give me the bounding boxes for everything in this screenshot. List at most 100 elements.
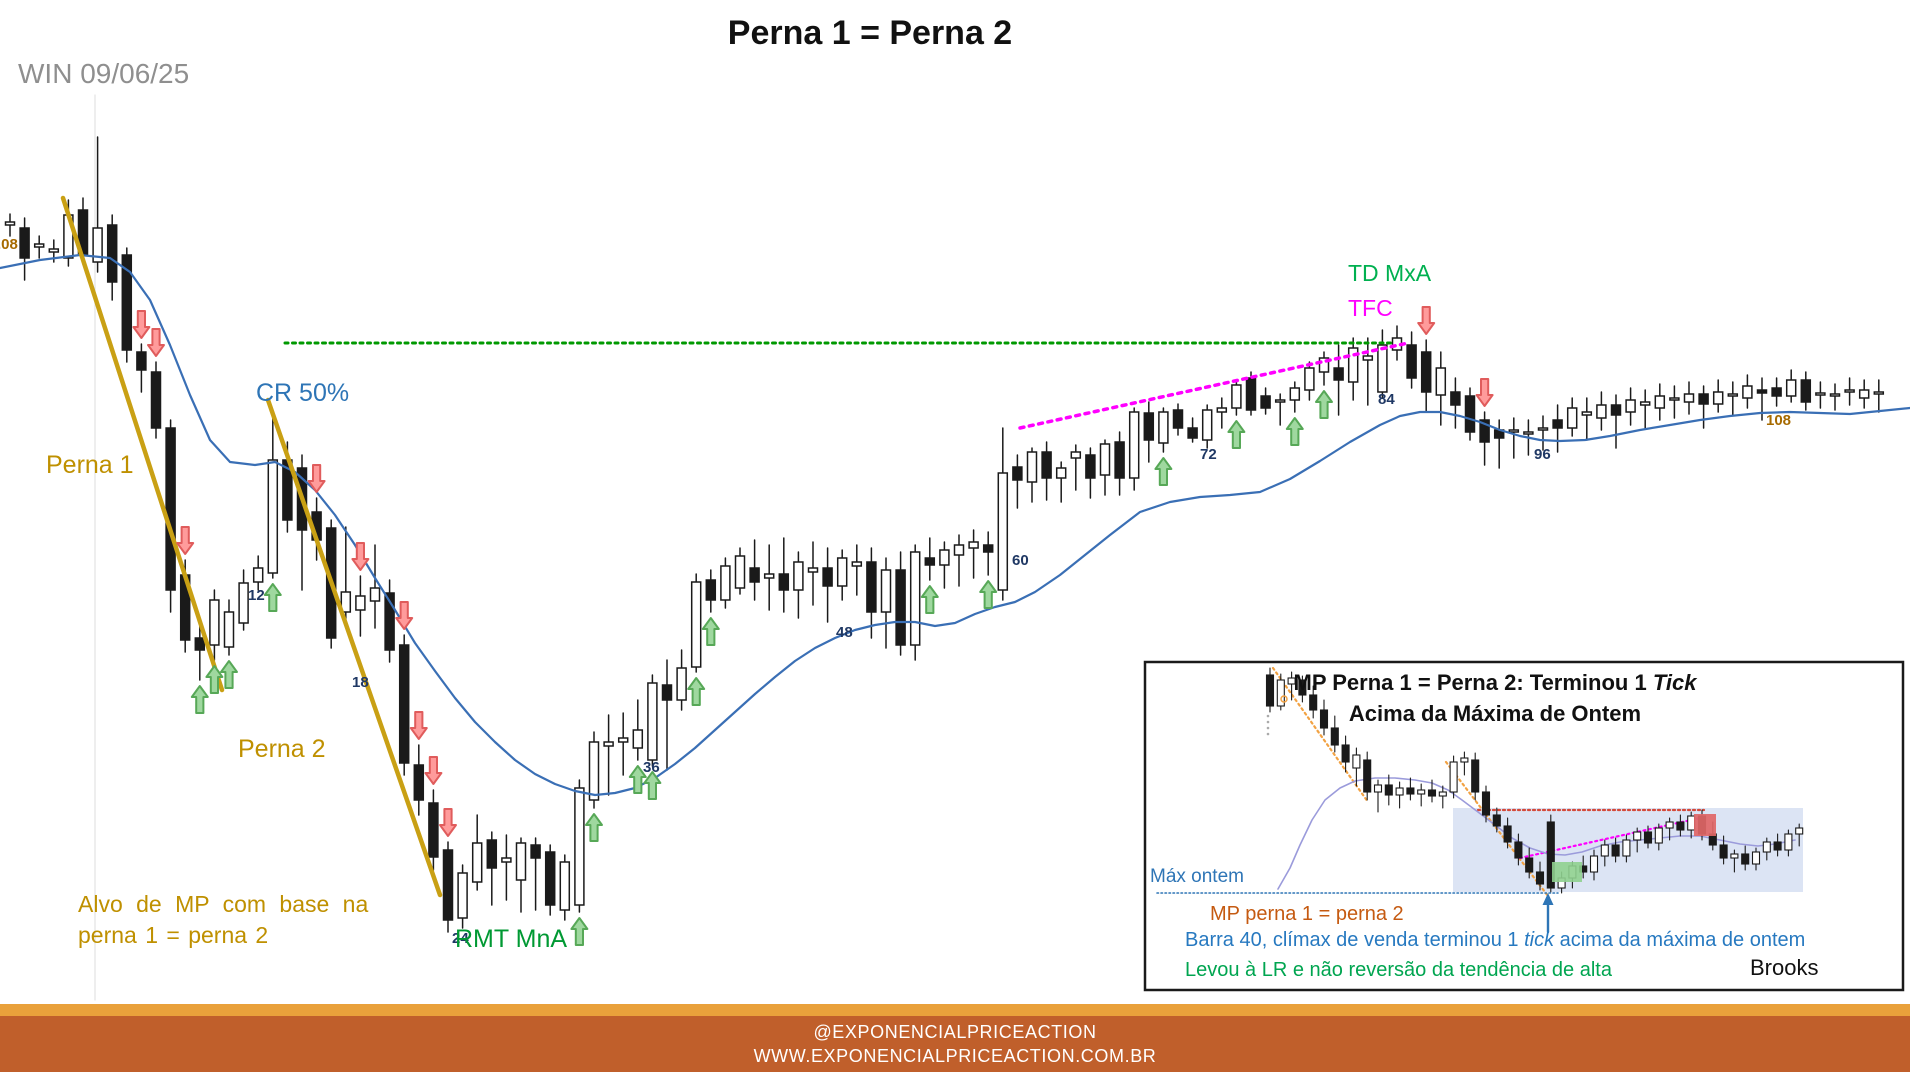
candle-body — [676, 667, 687, 701]
candle — [1026, 447, 1038, 503]
candle — [1581, 397, 1593, 441]
candle — [1800, 371, 1812, 411]
candle-body — [1844, 389, 1855, 393]
candle-body — [982, 544, 994, 553]
candle — [1287, 671, 1296, 701]
candle-body — [1319, 709, 1329, 729]
inset-red-highlight — [1694, 814, 1716, 836]
candle — [647, 674, 658, 767]
candle-body — [165, 427, 176, 591]
candle-body — [1727, 393, 1739, 397]
candle-body — [632, 729, 644, 749]
candle-body — [734, 555, 746, 589]
candle — [413, 744, 425, 816]
buy-signal-arrow-icon — [628, 765, 647, 794]
candle-body — [471, 842, 483, 883]
candle-body — [413, 764, 425, 801]
candle-body — [1795, 827, 1804, 835]
candle — [997, 427, 1009, 601]
candle — [1158, 407, 1169, 453]
candle-body — [1406, 787, 1415, 795]
candle-body — [1449, 761, 1458, 793]
candle — [1333, 344, 1344, 416]
main-candles — [4, 136, 1885, 933]
candle-body — [48, 248, 60, 253]
inset-label-brooks: Brooks — [1750, 955, 1819, 980]
candle-body — [997, 472, 1009, 591]
bar-number-label: 108 — [1766, 412, 1791, 429]
candle — [603, 714, 614, 796]
page-title: Perna 1 = Perna 2 — [727, 14, 1013, 52]
candle-body — [1420, 351, 1432, 393]
footer-website-url: WWW.EXPONENCIALPRICEACTION.COM.BR — [753, 1045, 1157, 1066]
candle — [1546, 814, 1555, 893]
candle-body — [793, 561, 804, 591]
candle-body — [4, 221, 16, 226]
tfc-trend-dotted-line — [1018, 341, 1410, 430]
candle-body — [544, 851, 556, 906]
buy-signal-arrow-icon — [585, 813, 603, 842]
candle — [252, 555, 264, 591]
candle — [909, 544, 921, 661]
sell-signal-arrow-icon — [176, 526, 195, 555]
sell-signal-arrow-icon — [424, 756, 443, 785]
candle — [1639, 389, 1651, 429]
candle — [136, 343, 147, 393]
inset-title-line1: MP Perna 1 = Perna 2: Terminou 1 Tick — [1145, 670, 1845, 696]
candle — [1304, 361, 1315, 401]
candle-body — [1450, 391, 1461, 406]
candle — [1318, 351, 1330, 386]
candle-body — [588, 741, 600, 801]
candle — [822, 547, 833, 623]
candle — [1231, 379, 1242, 416]
candle-body — [705, 579, 717, 601]
candle-body — [384, 592, 395, 651]
candle — [1683, 381, 1695, 415]
candle-body — [1099, 443, 1111, 476]
candle-body — [1596, 404, 1607, 419]
candle — [793, 551, 804, 619]
candle — [924, 537, 936, 581]
candle-body — [398, 644, 410, 764]
candle-body — [1600, 844, 1609, 857]
candle — [1201, 404, 1213, 449]
candle — [1330, 715, 1339, 753]
candle-body — [895, 569, 906, 646]
candle-body — [1289, 387, 1301, 401]
candle-body — [1143, 412, 1155, 441]
candle — [939, 541, 950, 589]
candle — [1070, 444, 1082, 491]
candle — [1712, 379, 1724, 413]
candle — [690, 573, 702, 673]
candle — [1742, 374, 1753, 409]
candle — [1727, 381, 1739, 416]
candle-body — [866, 561, 877, 613]
main-ma — [0, 253, 1910, 797]
candle-body — [1479, 419, 1490, 443]
candle-body — [1654, 827, 1663, 844]
candle-body — [749, 567, 760, 583]
buy-signal-arrow-icon — [1154, 457, 1173, 486]
symbol-date-watermark: WIN 09/06/25 — [18, 58, 190, 89]
candle-body — [822, 567, 833, 587]
candle — [1143, 401, 1155, 463]
candle-body — [1762, 841, 1771, 853]
candle-body — [1712, 391, 1724, 405]
candle-body — [1417, 789, 1426, 795]
candle — [953, 534, 965, 587]
buy-signal-arrow-icon — [1285, 417, 1304, 446]
candle-body — [1525, 857, 1534, 873]
bar-number-label: 96 — [1534, 446, 1551, 463]
candle-body — [1201, 409, 1213, 441]
candle — [866, 547, 877, 639]
inset-title-text: MP Perna 1 = Perna 2: Terminou 1 — [1293, 670, 1653, 695]
buy-signal-arrow-icon — [570, 917, 589, 946]
candle-body — [1800, 379, 1812, 403]
candle-body — [150, 371, 162, 429]
candle — [398, 634, 410, 776]
candle — [1341, 735, 1350, 773]
candle — [1762, 837, 1771, 861]
candle-body — [603, 741, 614, 747]
inset-barra-text-2: acima da máxima de ontem — [1554, 929, 1806, 951]
